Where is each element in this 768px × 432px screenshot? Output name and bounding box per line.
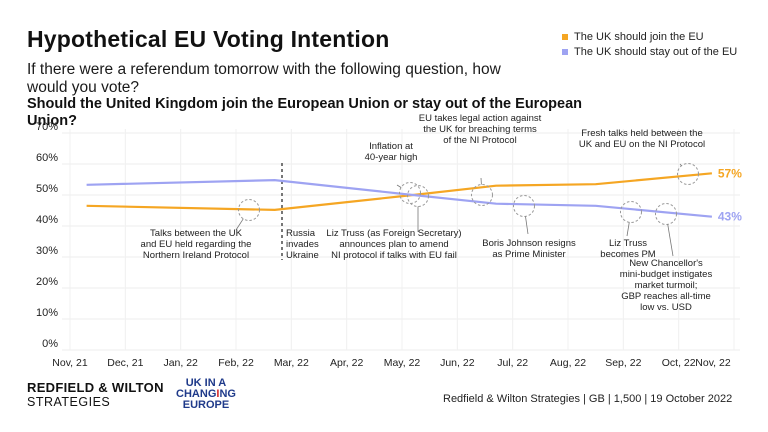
annotation-text: Fresh talks held between the xyxy=(581,128,702,139)
legend-swatch-stay-out xyxy=(562,48,568,55)
annotation-text: Liz Truss (as Foreign Secretary) xyxy=(326,228,461,239)
x-tick-label: Mar, 22 xyxy=(274,357,309,369)
annotation-text: Inflation at xyxy=(369,141,413,152)
y-tick-label: 50% xyxy=(36,183,58,195)
x-tick-label: May, 22 xyxy=(384,357,421,369)
annotation-circle xyxy=(471,184,493,206)
x-tick-label: Jul, 22 xyxy=(497,357,528,369)
annotation-circle xyxy=(407,185,429,207)
partner-line-3: EUROPE xyxy=(182,399,230,411)
x-tick-label: Jan, 22 xyxy=(163,357,198,369)
annotation-text: UK and EU on the NI Protocol xyxy=(579,139,705,150)
annotation-text: mini-budget instigates xyxy=(620,269,713,280)
x-tick-label: Jun, 22 xyxy=(440,357,475,369)
partner-text-a: CHANG xyxy=(176,388,217,400)
chart-subtitle: If there were a referendum tomorrow with… xyxy=(27,61,501,96)
event-line-label: invades xyxy=(286,239,319,250)
source-note: Redfield & Wilton Strategies | GB | 1,50… xyxy=(443,393,733,405)
annotation-text: NI protocol if talks with EU fail xyxy=(331,250,457,261)
end-value-label: 43% xyxy=(718,210,742,224)
x-tick-label: Feb, 22 xyxy=(218,357,254,369)
brand-line-1: REDFIELD & WILTON xyxy=(27,380,164,395)
end-value-label: 57% xyxy=(718,166,742,180)
event-line-label: Russia xyxy=(286,228,316,239)
x-tick-label: Nov, 22 xyxy=(695,357,731,369)
partner-text-b: I xyxy=(216,388,220,400)
legend: The UK should join the EU The UK should … xyxy=(562,29,737,59)
brand-line-2: STRATEGIES xyxy=(27,395,111,409)
annotation-text: GBP reaches all-time xyxy=(621,291,711,302)
y-tick-label: 60% xyxy=(36,152,58,164)
x-tick-label: Oct, 22 xyxy=(662,357,696,369)
legend-item-stay-out: The UK should stay out of the EU xyxy=(562,44,737,59)
annotation-text: the UK for breaching terms xyxy=(423,124,537,135)
legend-label-join: The UK should join the EU xyxy=(574,30,704,43)
annotation-circle xyxy=(655,203,677,225)
y-tick-label: 20% xyxy=(36,276,58,288)
legend-swatch-join xyxy=(562,33,568,40)
y-tick-label: 40% xyxy=(36,214,58,226)
event-line-label: Ukraine xyxy=(286,250,319,261)
annotation-leader xyxy=(626,222,630,237)
legend-label-stay-out: The UK should stay out of the EU xyxy=(574,45,738,58)
annotation-text: 40-year high xyxy=(365,152,418,163)
annotation-text: Talks between the UK xyxy=(150,228,243,239)
annotation-circle xyxy=(620,201,642,223)
annotation-leader xyxy=(235,218,244,231)
annotation-leader xyxy=(667,224,674,257)
annotation-text: announces plan to amend xyxy=(339,239,448,250)
annotation-circle xyxy=(238,199,260,221)
annotation-leader xyxy=(525,216,529,235)
annotation-circle xyxy=(513,195,535,217)
annotation-text: Northern Ireland Protocol xyxy=(143,250,249,261)
partner-line-1: UK IN A xyxy=(185,377,227,389)
annotation-text: and EU held regarding the xyxy=(141,239,252,250)
annotation-text: market turmoil; xyxy=(635,280,698,291)
y-tick-label: 70% xyxy=(36,121,58,133)
y-tick-label: 0% xyxy=(42,338,58,350)
series-line-stay-out xyxy=(86,179,713,218)
annotation-text: Boris Johnson resigns xyxy=(482,238,576,249)
annotation-text: becomes PM xyxy=(600,249,656,260)
annotation-text: Liz Truss xyxy=(609,238,647,249)
annotation-leader xyxy=(679,163,682,167)
x-tick-label: Dec, 21 xyxy=(107,357,143,369)
x-tick-label: Sep, 22 xyxy=(605,357,641,369)
y-tick-label: 30% xyxy=(36,245,58,257)
legend-item-join: The UK should join the EU xyxy=(562,29,737,44)
uk-in-changing-europe-logo: UK IN A CHANGING EUROPE xyxy=(176,378,236,411)
annotation-circle xyxy=(677,163,699,185)
annotation-text: as Prime Minister xyxy=(492,249,565,260)
annotation-leader xyxy=(396,184,402,188)
annotation-text: low vs. USD xyxy=(640,302,692,313)
annotation-text: EU takes legal action against xyxy=(419,113,542,124)
partner-line-2: CHANGING xyxy=(176,389,236,400)
series-line-join xyxy=(86,172,713,211)
annotation-circle xyxy=(399,182,421,204)
survey-question: Should the United Kingdom join the Europ… xyxy=(27,96,583,129)
chart-title: Hypothetical EU Voting Intention xyxy=(27,26,390,52)
redfield-wilton-logo: REDFIELD & WILTON STRATEGIES xyxy=(27,380,164,410)
y-tick-label: 10% xyxy=(36,307,58,319)
x-tick-label: Aug, 22 xyxy=(550,357,586,369)
annotation-text: New Chancellor's xyxy=(629,258,703,269)
x-tick-label: Nov, 21 xyxy=(52,357,88,369)
x-tick-label: Apr, 22 xyxy=(330,357,363,369)
annotation-text: of the NI Protocol xyxy=(443,135,516,146)
partner-text-c: NG xyxy=(219,388,236,400)
